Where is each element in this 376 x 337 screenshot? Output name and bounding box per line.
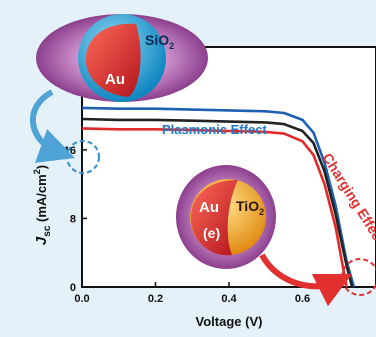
bottom-core-label: Au xyxy=(199,199,219,216)
au-core-bottom xyxy=(190,180,238,256)
x-tick-label: 0.0 xyxy=(74,293,89,305)
au-tio2-particle: Au (e) TiO2 xyxy=(176,165,276,269)
plasmonic-effect-label: Plasmonic Effect xyxy=(162,122,267,137)
x-tick-label: 0.4 xyxy=(221,293,237,305)
x-tick-label: 0.6 xyxy=(295,293,310,305)
y-label-sub: sc xyxy=(42,225,53,237)
plasmonic-arrow xyxy=(30,89,75,163)
blue-jv-curve xyxy=(81,106,356,288)
charging-arrow xyxy=(259,253,353,307)
au-sio2-particle: Au SiO2 xyxy=(36,14,208,102)
y-tick-label: 0 xyxy=(70,282,76,294)
bottom-core-sublabel: (e) xyxy=(203,225,220,241)
y-label-sup: 2 xyxy=(32,169,42,174)
y-label-main: J xyxy=(33,236,50,245)
top-core-label: Au xyxy=(105,71,125,88)
sio2-label: SiO2 xyxy=(145,32,174,51)
red-jv-curve xyxy=(81,127,348,288)
jv-curves xyxy=(81,106,356,288)
x-tick-label: 0.2 xyxy=(148,293,163,305)
y-axis-label: Jsc (mA/cm2) xyxy=(32,165,53,245)
y-tick-label: 8 xyxy=(70,213,76,225)
tio2-label: TiO2 xyxy=(236,198,264,217)
x-axis-label: Voltage (V) xyxy=(196,314,263,329)
black-jv-curve xyxy=(81,117,354,288)
au-core-top xyxy=(85,23,141,97)
x-axis-ticks: 0.0 0.2 0.4 0.6 xyxy=(74,282,310,305)
y-label-close: ) xyxy=(34,165,49,169)
y-label-unit: (mA/cm xyxy=(34,174,49,225)
